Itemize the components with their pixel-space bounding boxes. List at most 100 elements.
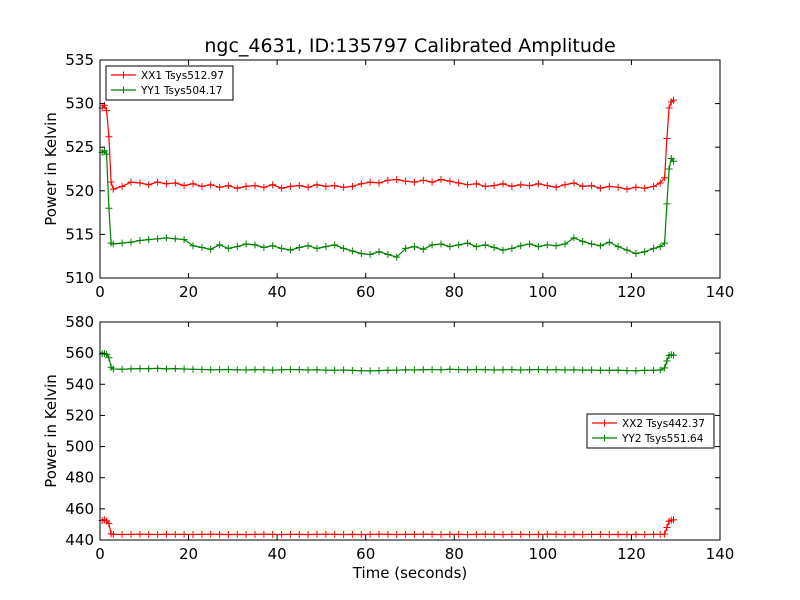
data-point bbox=[534, 530, 542, 538]
data-point bbox=[670, 516, 677, 524]
data-point bbox=[286, 366, 294, 373]
data-point bbox=[136, 530, 144, 538]
data-point bbox=[180, 182, 188, 190]
data-point bbox=[508, 530, 516, 538]
data-point bbox=[278, 184, 286, 192]
data-point bbox=[357, 531, 365, 538]
data-point bbox=[207, 181, 215, 189]
data-point bbox=[661, 530, 669, 538]
data-point bbox=[198, 530, 206, 538]
data-point bbox=[552, 183, 560, 191]
data-point bbox=[105, 204, 113, 212]
data-point bbox=[145, 530, 153, 538]
y-tick-label: 515 bbox=[65, 225, 94, 243]
data-point bbox=[118, 239, 126, 247]
data-point bbox=[384, 251, 392, 258]
data-point bbox=[670, 96, 677, 104]
data-point bbox=[242, 366, 250, 374]
data-point bbox=[428, 241, 436, 249]
data-point bbox=[340, 366, 348, 374]
data-point bbox=[419, 176, 427, 184]
data-point bbox=[233, 366, 241, 374]
data-point bbox=[295, 366, 303, 374]
data-point bbox=[526, 366, 534, 374]
data-point bbox=[304, 531, 312, 538]
data-point bbox=[588, 182, 596, 190]
data-point bbox=[233, 243, 241, 251]
data-point bbox=[663, 200, 671, 208]
data-point bbox=[650, 366, 658, 374]
data-point bbox=[278, 531, 286, 538]
data-point bbox=[464, 239, 472, 247]
data-point bbox=[171, 179, 179, 187]
data-point bbox=[286, 530, 294, 538]
legend-marker bbox=[601, 434, 608, 442]
data-point bbox=[570, 530, 578, 538]
data-point bbox=[588, 530, 596, 538]
data-point bbox=[105, 354, 113, 362]
data-point bbox=[145, 236, 153, 244]
x-tick-label: 120 bbox=[617, 283, 646, 301]
data-point bbox=[278, 366, 286, 374]
data-point bbox=[393, 176, 401, 183]
data-point bbox=[269, 366, 277, 374]
data-point bbox=[154, 531, 162, 538]
y-tick-label: 520 bbox=[65, 406, 94, 424]
x-tick-label: 140 bbox=[706, 283, 735, 301]
data-point bbox=[136, 179, 144, 187]
data-point bbox=[233, 530, 241, 538]
data-point bbox=[340, 183, 348, 191]
data-point bbox=[242, 531, 250, 538]
data-point bbox=[650, 530, 658, 538]
data-point bbox=[561, 181, 569, 189]
data-point bbox=[517, 242, 525, 250]
x-tick-label: 100 bbox=[529, 283, 558, 301]
data-point bbox=[588, 240, 596, 248]
data-point bbox=[543, 366, 551, 374]
data-point bbox=[136, 365, 144, 373]
data-point bbox=[579, 237, 587, 245]
data-point bbox=[109, 365, 117, 373]
y-tick-label: 510 bbox=[65, 269, 94, 287]
data-point bbox=[534, 366, 542, 373]
data-point bbox=[663, 524, 671, 531]
data-point bbox=[251, 530, 259, 538]
data-point bbox=[105, 133, 113, 141]
data-point bbox=[109, 240, 117, 248]
x-tick-label: 120 bbox=[617, 545, 646, 563]
data-point bbox=[384, 530, 392, 538]
data-point bbox=[661, 174, 669, 182]
data-point bbox=[322, 243, 330, 251]
x-tick-label: 20 bbox=[179, 545, 198, 563]
data-point bbox=[410, 243, 418, 251]
data-point bbox=[614, 243, 622, 251]
bottom-chart-panel: 0 20 40 60 80 100 120 140 440 460 480 500 520 540 560 5… bbox=[42, 313, 734, 563]
data-point bbox=[499, 246, 507, 254]
data-point bbox=[428, 366, 436, 373]
bottom-plot-area bbox=[98, 350, 677, 538]
figure-title: ngc_4631, ID:135797 Calibrated Amplitude bbox=[204, 35, 615, 57]
data-point bbox=[534, 180, 542, 188]
data-point bbox=[552, 242, 560, 250]
data-point bbox=[526, 240, 534, 248]
data-point bbox=[251, 241, 259, 249]
data-point bbox=[127, 530, 135, 538]
data-point bbox=[348, 182, 356, 190]
data-point bbox=[366, 251, 374, 258]
data-point bbox=[393, 531, 401, 538]
data-point bbox=[490, 244, 498, 251]
data-point bbox=[490, 366, 498, 374]
data-point bbox=[107, 178, 115, 186]
x-tick-label: 20 bbox=[179, 283, 198, 301]
data-point bbox=[224, 182, 232, 190]
data-point bbox=[623, 367, 631, 375]
data-point bbox=[508, 244, 516, 252]
data-point bbox=[419, 530, 427, 538]
y-tick-label: 440 bbox=[65, 531, 94, 549]
data-point bbox=[499, 366, 507, 374]
top-y-axis-label: Power in Kelvin bbox=[42, 112, 60, 226]
data-point bbox=[109, 185, 117, 193]
data-point bbox=[207, 245, 215, 253]
data-point bbox=[322, 366, 330, 374]
data-point bbox=[663, 357, 671, 365]
